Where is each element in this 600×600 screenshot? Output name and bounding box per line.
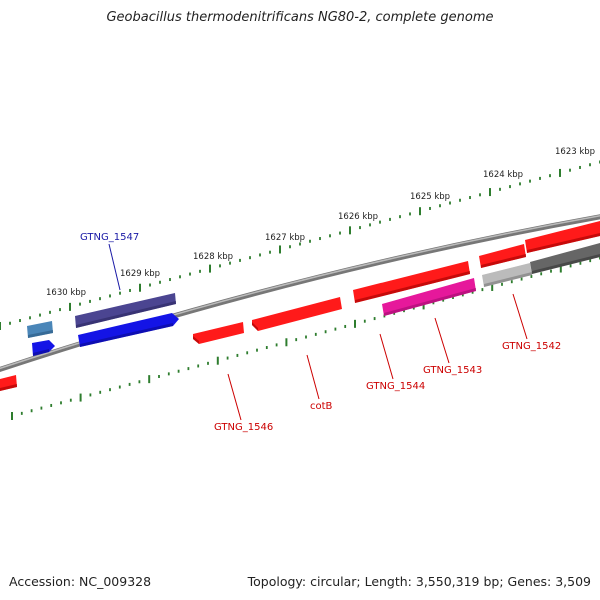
tick-label-1623: 1623 kbp xyxy=(555,147,595,157)
tick-label-1625: 1625 kbp xyxy=(410,192,450,202)
tick-label-1624: 1624 kbp xyxy=(483,170,523,180)
gene-arrow-1544-upper[interactable] xyxy=(353,261,470,303)
gene-arrow-cotb[interactable] xyxy=(252,297,342,331)
gene-label-gtng-1543[interactable]: GTNG_1543 xyxy=(423,365,482,376)
genome-summary-text: Topology: circular; Length: 3,550,319 bp… xyxy=(247,574,591,589)
gene-arrow-steel-left[interactable] xyxy=(27,321,53,338)
gene-label-gtng-1547[interactable]: GTNG_1547 xyxy=(80,232,139,243)
gene-arrow-gtng-1543[interactable] xyxy=(382,278,476,316)
gene-arrow-blue-left[interactable] xyxy=(32,340,55,356)
gene-arrow-1542-upper[interactable] xyxy=(479,244,526,268)
gene-label-gtng-1542[interactable]: GTNG_1542 xyxy=(502,341,561,352)
map-title: Geobacillus thermodenitrificans NG80-2, … xyxy=(106,10,494,25)
gene-arrow-gtng-1542-gray[interactable] xyxy=(482,263,532,287)
tick-label-1627: 1627 kbp xyxy=(265,233,305,243)
gene-label-cotb[interactable]: cotB xyxy=(310,401,333,412)
tick-label-1626: 1626 kbp xyxy=(338,212,378,222)
gene-arrow-gtng-1546[interactable] xyxy=(193,322,244,344)
tick-labels: 1623 kbp 1624 kbp 1625 kbp 1626 kbp 1627… xyxy=(46,147,595,298)
upper-scale-track xyxy=(0,160,600,330)
gene-arrow-right-gray[interactable] xyxy=(530,243,600,274)
tick-label-1629: 1629 kbp xyxy=(120,269,160,279)
gene-arrow-gtng-1547-upper[interactable] xyxy=(75,293,176,328)
gene-arrow-left-edge[interactable] xyxy=(0,375,17,391)
lower-scale-track xyxy=(11,256,600,420)
gene-arrow-gtng-1547-lower[interactable] xyxy=(78,313,179,347)
gene-labels: GTNG_1547 GTNG_1546 cotB GTNG_1544 GTNG_… xyxy=(80,232,561,433)
accession-text: Accession: NC_009328 xyxy=(9,574,152,589)
tick-label-1630: 1630 kbp xyxy=(46,288,86,298)
tick-label-1628: 1628 kbp xyxy=(193,252,233,262)
gene-label-gtng-1544[interactable]: GTNG_1544 xyxy=(366,381,425,392)
gene-arrow-right-upper[interactable] xyxy=(525,221,600,253)
gene-label-gtng-1546[interactable]: GTNG_1546 xyxy=(214,422,273,433)
